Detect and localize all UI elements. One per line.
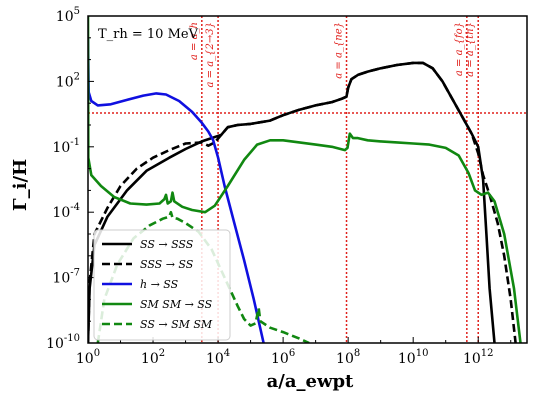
vline-label: a = a_{2→3}	[205, 22, 216, 88]
y-axis: 10-10 10-7 10-4 10-1 102 105	[46, 6, 94, 352]
trh-annotation: T_rh = 10 MeV	[98, 27, 199, 42]
x-tick-label: 106	[271, 348, 295, 367]
x-tick-label: 1010	[398, 348, 429, 367]
series-line	[88, 61, 517, 343]
y-tick-label: 10-10	[46, 333, 80, 352]
legend: SS → SSS SSS → SS h → SS SM SM → SS SS → SM …	[93, 229, 231, 341]
vline-label: a = a_{fo}	[454, 22, 465, 76]
x-tick-label: 102	[141, 348, 165, 367]
legend-label: h → SS	[140, 278, 179, 291]
y-tick-label: 102	[56, 71, 80, 90]
legend-label: SSS → SS	[140, 258, 194, 271]
x-axis: 100 102 104 106 108 1010 1012	[76, 337, 512, 367]
legend-label: SS → SSS	[140, 238, 194, 251]
legend-box	[93, 229, 231, 341]
x-tick-label: 108	[336, 348, 360, 367]
y-tick-label: 105	[56, 6, 80, 25]
series-line	[88, 37, 265, 343]
y-axis-title: Γ_i/H	[10, 159, 31, 211]
legend-label: SM SM → SS	[140, 298, 213, 311]
y-tick-label: 10-1	[52, 137, 80, 156]
x-tick-label: 100	[76, 348, 100, 367]
vline-label: a = a_{th}	[465, 22, 476, 77]
legend-label: SS → SM SM	[140, 318, 213, 331]
vline-label: a = a_h	[189, 22, 200, 60]
y-tick-label: 10-7	[52, 268, 80, 287]
x-axis-title: a/a_ewpt	[267, 371, 354, 392]
y-tick-label: 10-4	[52, 202, 80, 221]
x-tick-label: 1012	[463, 348, 494, 367]
x-tick-label: 104	[206, 348, 230, 367]
series-line	[88, 16, 522, 343]
vline-label: a = a_{ne}	[334, 22, 345, 79]
plot-frame	[87, 15, 528, 344]
